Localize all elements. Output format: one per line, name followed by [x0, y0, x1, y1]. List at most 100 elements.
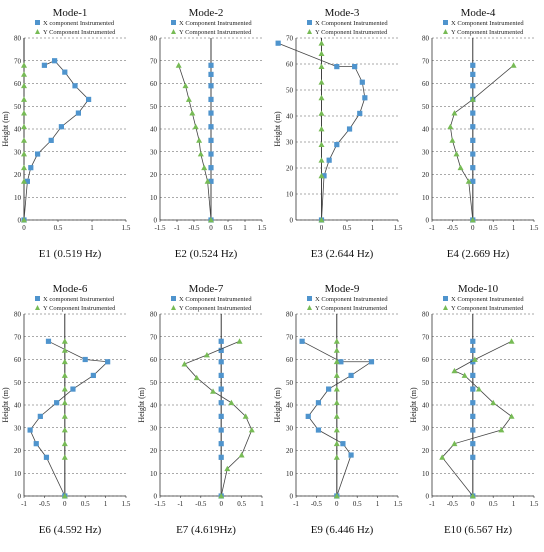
data-point-square — [218, 427, 224, 433]
data-point-triangle — [21, 123, 27, 130]
y-tick-label: 60 — [422, 80, 430, 88]
data-point-square — [470, 338, 476, 344]
data-point-triangle — [175, 62, 182, 68]
series-y-component — [61, 338, 68, 499]
legend-x-entry: X Component Instrumented — [307, 20, 388, 27]
legend-x-entry: X Component Instrumented — [307, 296, 388, 303]
chart-panel-3: Mode-3 X Component Instrumented Y Componen… — [273, 6, 408, 276]
data-point-triangle — [447, 123, 454, 130]
y-tick-label: 70 — [286, 35, 294, 43]
series-y-component — [447, 62, 517, 223]
y-tick-label: 30 — [422, 148, 430, 156]
data-point-square — [470, 178, 476, 184]
data-point-triangle — [61, 338, 68, 344]
y-tick-label: 60 — [150, 80, 158, 88]
data-point-square — [218, 386, 224, 392]
y-tick-label: 40 — [14, 126, 22, 134]
y-tick-label: 80 — [150, 311, 158, 319]
x-tick-label: -0.5 — [447, 224, 459, 232]
x-tick-label: 1.5 — [122, 224, 131, 232]
series-x-component — [21, 58, 92, 223]
y-tick-label: 70 — [150, 333, 158, 341]
series-y-component — [439, 338, 515, 499]
chart-caption: E10 (6.567 Hz) — [443, 524, 513, 536]
legend-x-label: X Component Instrumented — [179, 296, 252, 303]
data-point-square — [321, 173, 327, 179]
y-tick-label: 40 — [422, 126, 430, 134]
data-point-triangle — [208, 217, 214, 223]
x-tick-label: 1.5 — [530, 224, 539, 232]
data-point-square — [470, 413, 476, 419]
x-tick-label: 0 — [63, 500, 67, 508]
y-tick-label: 70 — [14, 57, 22, 65]
data-point-triangle — [508, 338, 515, 344]
x-tick-label: 1 — [260, 500, 264, 508]
data-point-triangle — [21, 110, 27, 116]
data-point-square — [208, 83, 214, 89]
x-tick-label: 1 — [512, 500, 516, 508]
data-point-triangle — [318, 40, 325, 46]
legend-y-entry: Y Component Instrumented — [307, 305, 388, 312]
data-point-triangle — [318, 126, 325, 132]
data-point-triangle — [21, 164, 27, 171]
y-tick-label: 80 — [422, 311, 430, 319]
legend-y-entry: Y Component Instrumented — [307, 29, 388, 36]
y-tick-label: 60 — [286, 61, 294, 69]
data-point-triangle — [61, 399, 68, 406]
x-tick-label: 0.5 — [224, 224, 233, 232]
y-tick-label: 50 — [150, 379, 158, 387]
y-tick-label: 20 — [14, 447, 22, 455]
x-tick-label: -0.5 — [39, 500, 51, 508]
data-point-square — [41, 62, 47, 68]
data-point-triangle — [21, 217, 27, 223]
y-tick-label: 40 — [422, 402, 430, 410]
legend-x-entry: X Component Instrumented — [171, 20, 252, 27]
legend-y-label: Y Component Instrumented — [451, 305, 524, 312]
data-point-square — [218, 413, 224, 419]
data-point-triangle — [201, 164, 208, 171]
legend-x-marker — [171, 20, 176, 25]
legend-y-label: Y Component Instrumented — [315, 305, 388, 312]
y-tick-label: 70 — [422, 333, 430, 341]
data-point-square — [315, 427, 322, 433]
y-tick-label: 50 — [14, 103, 22, 111]
x-tick-label: -0.5 — [195, 500, 207, 508]
legend-y-entry: Y Component Instrumented — [35, 305, 116, 312]
x-tick-label: -0.5 — [447, 500, 459, 508]
data-point-triangle — [193, 374, 200, 381]
legend-y-label: Y Component Instrumented — [43, 29, 116, 36]
data-point-square — [470, 62, 476, 68]
data-point-square — [208, 124, 214, 130]
data-point-triangle — [451, 440, 458, 447]
chart-caption: E6 (4.592 Hz) — [38, 524, 102, 536]
y-tick-label: 80 — [14, 311, 22, 319]
series-y-component — [333, 338, 340, 499]
data-point-triangle — [333, 386, 340, 392]
x-tick-label: 0.5 — [81, 500, 90, 508]
data-point-triangle — [469, 96, 476, 102]
y-tick-label: 10 — [150, 470, 158, 478]
y-tick-label: 30 — [150, 148, 158, 156]
legend-y-entry: Y Component Instrumented — [171, 29, 252, 36]
chart-title: Mode-6 — [53, 283, 88, 295]
series-x-component — [27, 338, 111, 499]
y-axis-label: Height (m) — [1, 387, 10, 423]
y-tick-label: 20 — [14, 171, 22, 179]
y-tick-label: 60 — [14, 80, 22, 88]
data-point-triangle — [333, 358, 340, 365]
x-tick-label: 0 — [335, 500, 339, 508]
x-tick-label: 0.5 — [353, 500, 362, 508]
series-line — [178, 65, 212, 221]
chart-panel-8: Mode-10 X Component Instrumented Y Compone… — [409, 282, 544, 552]
x-tick-label: -0.5 — [188, 224, 200, 232]
chart-panel-4: Mode-4 X Component Instrumented Y Componen… — [412, 6, 544, 276]
data-point-triangle — [333, 427, 340, 433]
y-tick-label: 40 — [14, 402, 22, 410]
data-point-square — [37, 413, 43, 419]
x-tick-label: 1 — [243, 224, 247, 232]
data-point-triangle — [61, 427, 68, 433]
legend-y-marker — [443, 305, 448, 310]
series-x-component — [299, 338, 375, 499]
x-tick-label: -1 — [21, 500, 27, 508]
chart-caption: E3 (2.644 Hz) — [310, 248, 374, 260]
